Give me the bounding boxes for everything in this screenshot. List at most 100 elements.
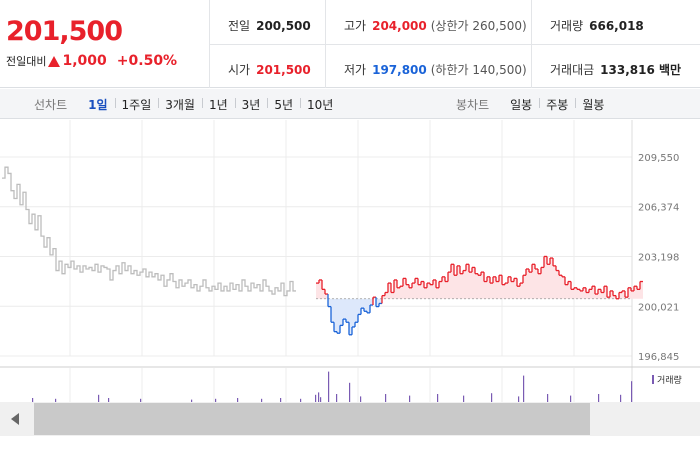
area-fill-segment — [508, 276, 511, 299]
period-weekly[interactable]: 주봉 — [539, 96, 575, 113]
candle-chart-label: 봉차트 — [456, 97, 490, 112]
volume-chart — [32, 368, 633, 402]
volume-bar — [631, 381, 633, 402]
area-fill-segment — [526, 268, 529, 299]
area-fill-segment — [355, 298, 358, 323]
area-fill-segment — [592, 286, 595, 299]
area-fill-segment — [523, 275, 526, 299]
range-3y[interactable]: 3년 — [234, 96, 268, 113]
area-fill-segment — [583, 287, 586, 299]
volume-bar — [336, 394, 338, 402]
up-arrow-icon — [48, 55, 61, 67]
volume-bar — [140, 398, 142, 402]
area-fill-segment — [538, 273, 541, 299]
area-fill-segment — [574, 287, 577, 299]
chevron-left-icon — [11, 413, 19, 425]
amount-value: 133,816 백만 — [600, 63, 682, 77]
range-10y[interactable]: 10년 — [300, 96, 340, 113]
area-fill-segment — [394, 279, 397, 299]
lower-limit: (하한가 140,500) — [430, 63, 527, 77]
volume-bar — [32, 398, 34, 402]
area-fill-segment — [421, 281, 424, 299]
area-fill-segment — [571, 289, 574, 299]
area-fill-segment — [595, 294, 598, 299]
trade-amount: 거래대금 133,816 백만 — [550, 61, 681, 78]
area-fill-segment — [379, 298, 382, 304]
quote-col-1: 전일 200,500 시가 201,500 — [210, 0, 326, 88]
area-fill-segment — [346, 298, 349, 323]
area-fill-segment — [604, 286, 607, 299]
y-tick-label: 196,845 — [638, 352, 679, 363]
area-fill-segment — [361, 298, 364, 309]
low-price: 저가 197,800 (하한가 140,500) — [344, 61, 527, 78]
area-fill-segment — [436, 287, 439, 299]
price-chart[interactable]: 209,550 206,374 203,198 200,021 196,845 — [0, 120, 700, 368]
chart-area-fill — [316, 256, 643, 335]
range-1d[interactable]: 1일 — [88, 97, 108, 112]
area-fill-segment — [565, 284, 568, 299]
volume-bar — [523, 375, 525, 402]
area-fill-segment — [568, 281, 571, 299]
volume-legend-label: 거래량 — [657, 376, 682, 386]
amount-label: 거래대금 — [550, 63, 595, 77]
change-row: 전일대비 1,000 +0.50% — [6, 53, 177, 69]
range-group: 선차트 1일 1주일 3개월 1년 3년 5년 10년 — [34, 89, 340, 119]
area-fill-segment — [637, 289, 640, 299]
area-fill-segment — [397, 287, 400, 299]
volume-bar — [409, 395, 411, 402]
period-group: 봉차트 일봉 주봉 월봉 — [456, 89, 611, 119]
scroll-left-button[interactable] — [0, 402, 30, 436]
high-price: 고가 204,000 (상한가 260,500) — [344, 17, 527, 34]
open-price: 시가 201,500 — [228, 61, 311, 78]
area-fill-segment — [316, 283, 319, 299]
area-fill-segment — [514, 278, 517, 299]
high-label: 고가 — [344, 19, 367, 33]
area-fill-segment — [529, 272, 532, 299]
area-fill-segment — [511, 281, 514, 299]
area-fill-segment — [358, 298, 361, 315]
range-5y[interactable]: 5년 — [267, 96, 300, 113]
current-price: 201,500 — [6, 16, 123, 47]
area-fill-segment — [349, 298, 352, 335]
area-fill-segment — [517, 286, 520, 299]
volume-bar — [620, 394, 622, 402]
area-fill-segment — [376, 298, 379, 307]
scroll-thumb[interactable] — [34, 403, 590, 435]
chart-lines — [2, 166, 643, 336]
horizontal-scrollbar[interactable] — [0, 402, 700, 436]
area-fill-segment — [478, 275, 481, 299]
area-fill-segment — [487, 276, 490, 299]
area-fill-segment — [445, 281, 448, 299]
prev-close-label: 전일 — [228, 19, 251, 33]
change-label: 전일대비 — [6, 55, 47, 68]
period-daily[interactable]: 일봉 — [510, 97, 533, 112]
prev-close-value: 200,500 — [256, 19, 311, 33]
chart-toolbar: 선차트 1일 1주일 3개월 1년 3년 5년 10년 봉차트 일봉 주봉 월봉 — [0, 89, 700, 119]
period-monthly[interactable]: 월봉 — [575, 96, 611, 113]
area-fill-segment — [340, 298, 343, 326]
area-fill-segment — [424, 287, 427, 299]
area-fill-segment — [484, 281, 487, 299]
volume-bar — [300, 398, 302, 402]
area-fill-segment — [430, 284, 433, 299]
volume-bar — [437, 394, 439, 402]
area-fill-segment — [412, 283, 415, 299]
area-fill-segment — [607, 297, 610, 299]
area-fill-segment — [343, 298, 346, 320]
range-3m[interactable]: 3개월 — [158, 96, 202, 113]
area-fill-segment — [619, 292, 622, 299]
range-1w[interactable]: 1주일 — [114, 96, 159, 113]
volume-bar — [547, 394, 549, 402]
area-fill-segment — [373, 297, 376, 299]
y-tick-label: 206,374 — [638, 203, 679, 214]
volume-bar — [237, 398, 239, 402]
quote-panel: 201,500 전일대비 1,000 +0.50% 전일 200,500 시가 20… — [0, 0, 700, 88]
area-fill-segment — [553, 265, 556, 299]
volume-bar — [491, 393, 493, 402]
volume-bar — [463, 395, 465, 402]
range-1y[interactable]: 1년 — [201, 96, 235, 113]
area-fill-segment — [628, 287, 631, 299]
volume-bar — [518, 396, 520, 402]
area-fill-segment — [403, 278, 406, 299]
area-fill-segment — [439, 281, 442, 299]
